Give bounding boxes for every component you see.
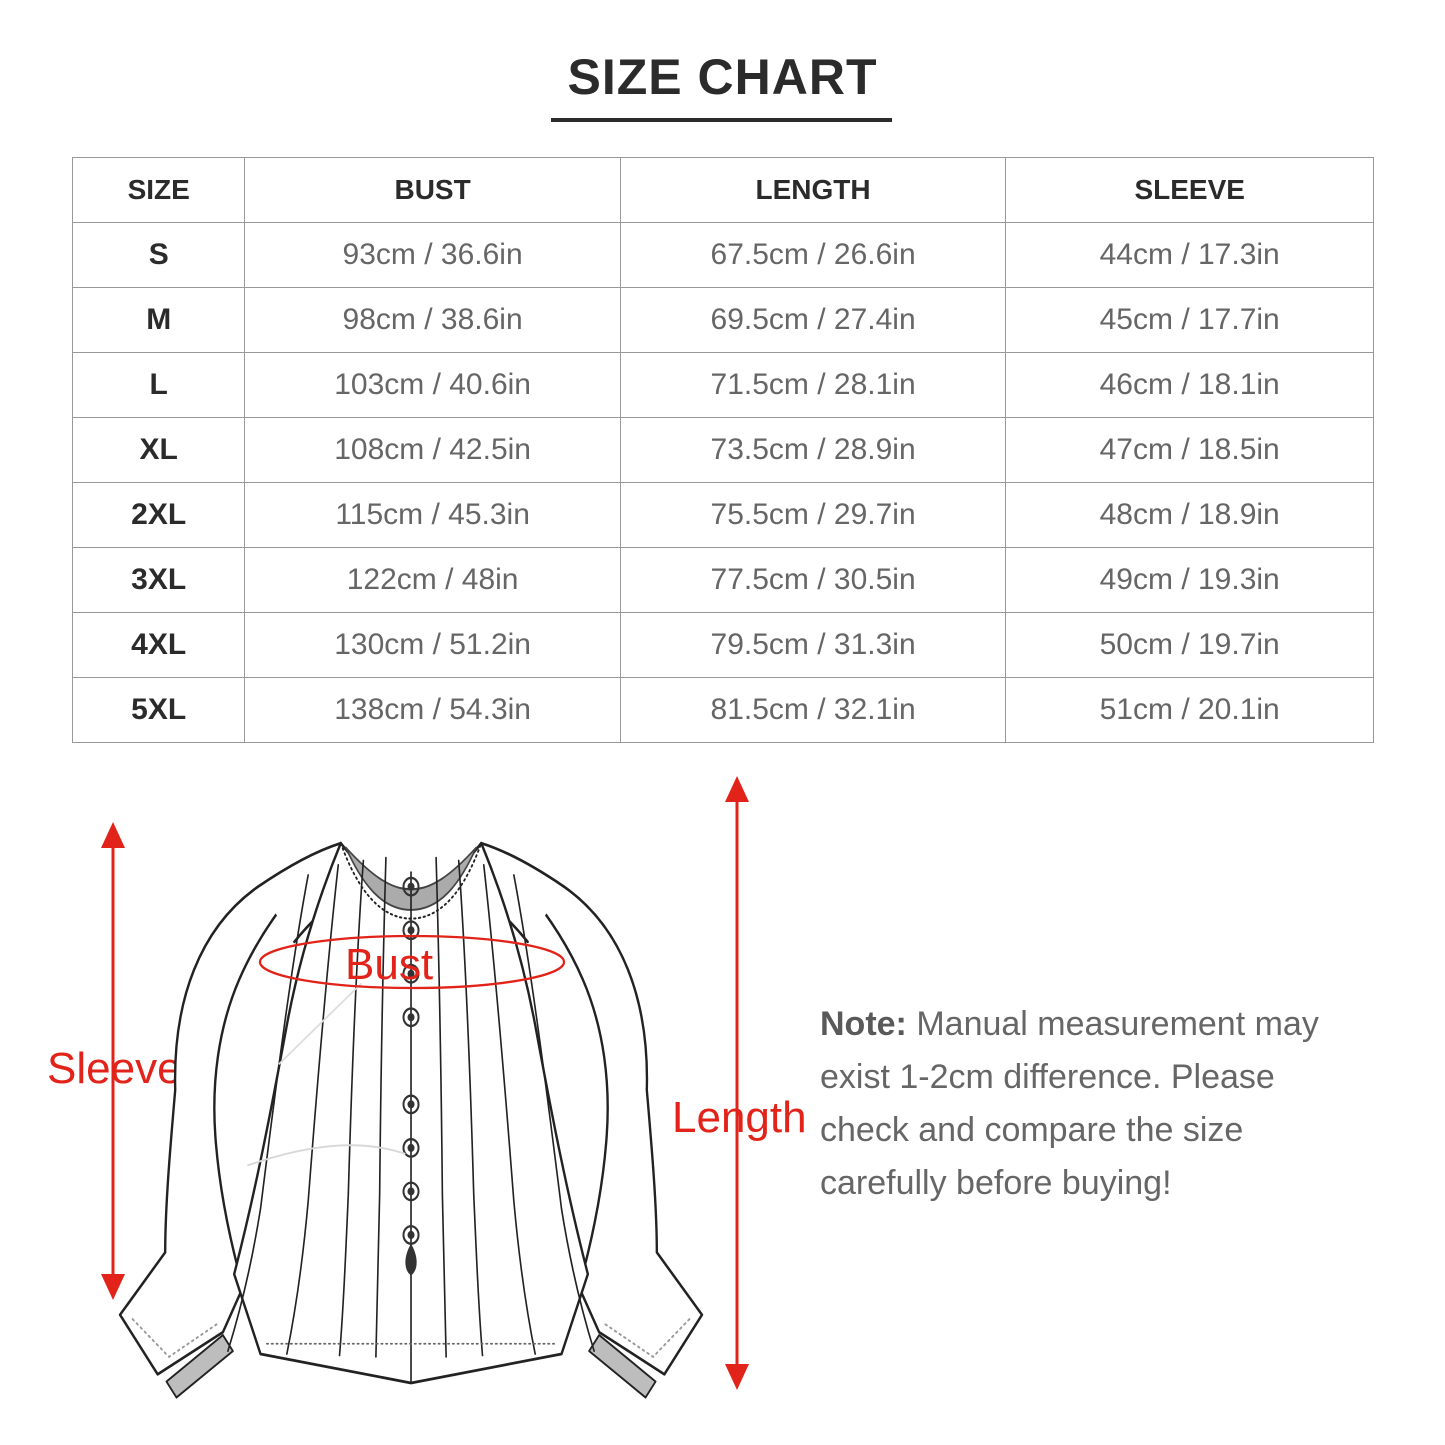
svg-text:Bust: Bust [345,940,433,989]
svg-text:Sleeve: Sleeve [47,1044,182,1093]
svg-text:Length: Length [672,1093,807,1142]
